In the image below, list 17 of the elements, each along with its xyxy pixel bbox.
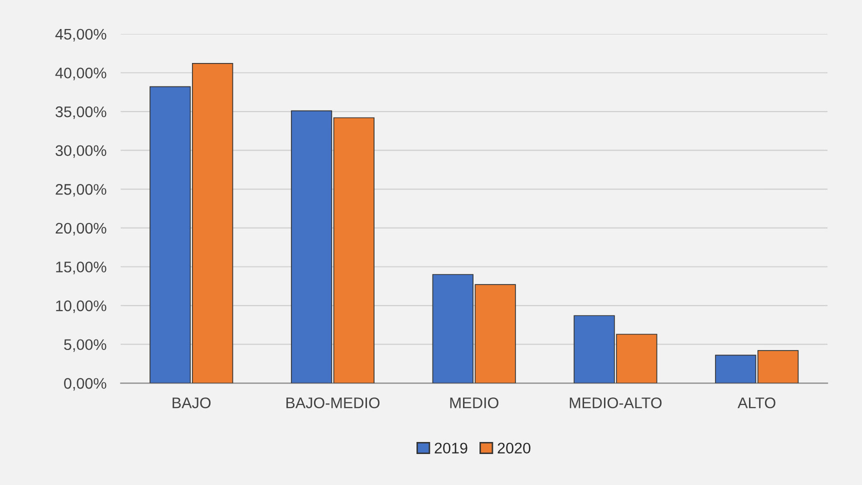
x-tick-label: ALTO [738,397,776,408]
y-tick-label: 10,00% [56,300,106,314]
y-tick-label: 20,00% [56,222,106,236]
y-tick-label: 15,00% [56,262,106,274]
y-tick-label: 0,00% [64,378,106,391]
y-tick-label: 5,00% [64,339,106,352]
x-tick-label: MEDIO [450,397,498,408]
legend-label: 2020 [498,442,530,454]
legend-label: 2019 [434,442,468,454]
y-tick-label: 35,00% [56,106,106,120]
y-tick-label: 30,00% [56,145,106,158]
x-tick-label: BAJO [172,397,211,408]
x-tick-label: BAJO-MEDIO [286,397,380,408]
x-tick-label: MEDIO-ALTO [570,397,662,408]
y-tick-label: 25,00% [56,184,106,197]
y-tick-label: 45,00% [55,28,106,42]
y-tick-label: 40,00% [55,68,106,80]
